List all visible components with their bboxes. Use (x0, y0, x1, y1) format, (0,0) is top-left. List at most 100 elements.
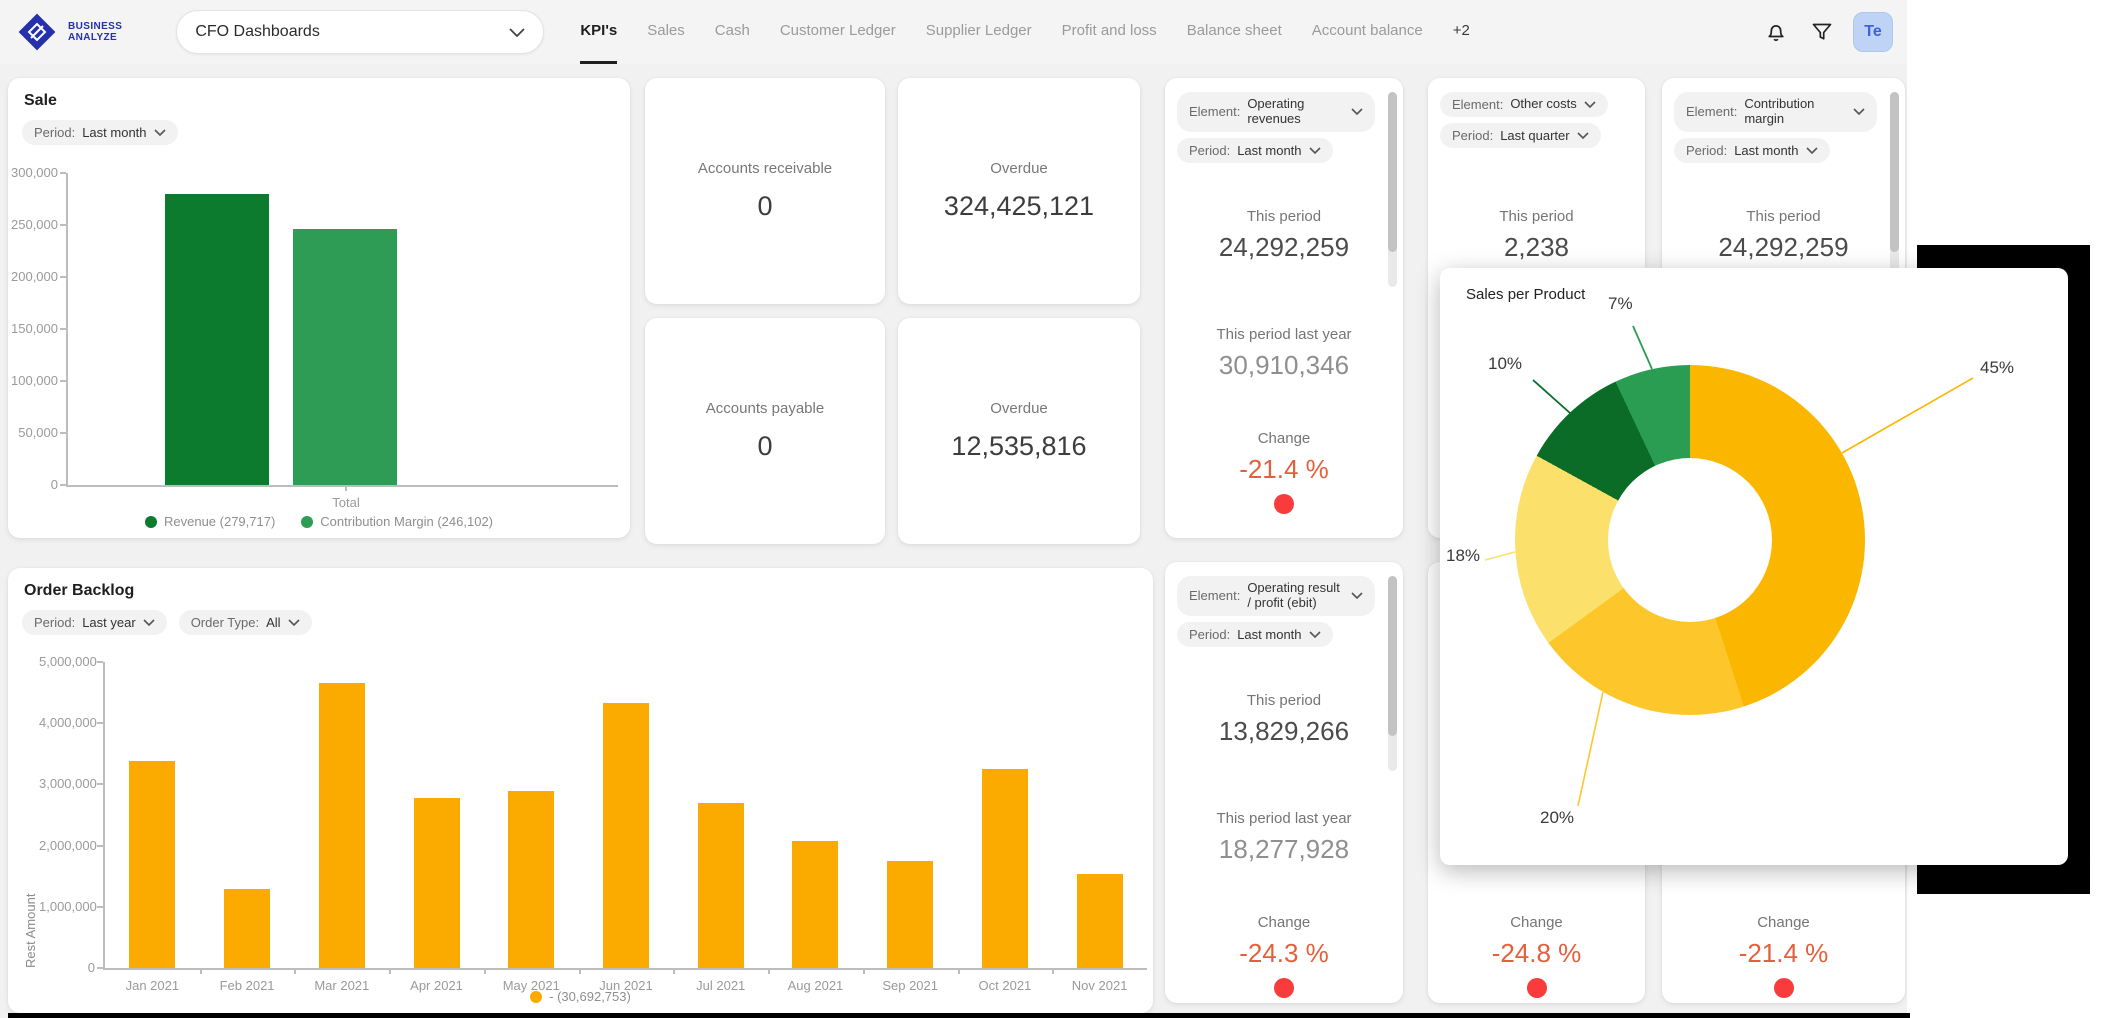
scrollbar-thumb[interactable] (1388, 92, 1397, 252)
y-axis-tick-mark (60, 380, 66, 382)
tab--2[interactable]: +2 (1452, 22, 1470, 39)
tab-supplier-ledger[interactable]: Supplier Ledger (925, 22, 1032, 39)
sales-per-product-donut[interactable] (1515, 365, 1865, 715)
chevron-down-icon (1308, 147, 1321, 154)
y-axis-tick-mark (60, 172, 66, 174)
change-label: Change (1510, 914, 1563, 931)
sale-legend: Revenue (279,717) Contribution Margin (2… (8, 514, 630, 529)
scrollbar-thumb[interactable] (1890, 92, 1899, 252)
x-axis-tick-mark (1052, 968, 1055, 974)
funnel-icon (1812, 23, 1832, 40)
donut-label-45: 45% (1980, 358, 2015, 377)
tab-customer-ledger[interactable]: Customer Ledger (779, 22, 896, 39)
element-dropdown[interactable]: Element: Contribution margin (1674, 92, 1877, 132)
sale-bar-contribution-margin[interactable] (293, 229, 397, 485)
status-dot (1274, 978, 1294, 998)
period-dropdown[interactable]: Period: Last month (1674, 137, 1830, 163)
y-axis-tick: 200,000 (11, 269, 58, 284)
order-backlog-bar-mar-2021[interactable] (318, 682, 365, 968)
order-backlog-bar-oct-2021[interactable] (981, 769, 1028, 968)
x-axis-tick-mark (389, 968, 392, 974)
y-axis-tick-mark (60, 328, 66, 330)
card-scrollbar[interactable] (1388, 92, 1397, 287)
legend-item-contribution-margin[interactable]: Contribution Margin (246,102) (301, 514, 493, 529)
x-axis-tick-mark (483, 968, 486, 974)
status-dot (1274, 494, 1294, 514)
order-backlog-bar-aug-2021[interactable] (792, 840, 839, 968)
order-backlog-bar-chart: Rest Amount 0 1,000,000 2,000,000 3,000,000… (23, 654, 1147, 993)
order-backlog-bar-nov-2021[interactable] (1076, 873, 1123, 968)
donut-hole (1608, 458, 1772, 622)
order-backlog-bar-jun-2021[interactable] (603, 703, 649, 968)
tab-balance-sheet[interactable]: Balance sheet (1186, 22, 1282, 39)
period-dropdown[interactable]: Period: Last month (1177, 137, 1333, 163)
change-value: -24.3 % (1239, 938, 1329, 968)
this-period-label: This period (1499, 208, 1574, 225)
tab-profit-and-loss[interactable]: Profit and loss (1061, 22, 1157, 39)
stat-card-accounts-receivable[interactable]: Accounts receivable 0 (645, 78, 885, 304)
order-backlog-period-dropdown[interactable]: Period: Last year (22, 610, 167, 635)
sales-per-product-popup: Sales per Product 45% 20% 18% 10% 7% (1440, 268, 2068, 865)
element-dropdown[interactable]: Element: Operating revenues (1177, 92, 1375, 132)
order-backlog-bar-jul-2021[interactable] (697, 802, 744, 968)
donut-label-10: 10% (1488, 354, 1523, 373)
y-axis-tick-mark (97, 661, 103, 663)
y-axis-label: Rest Amount (23, 893, 38, 968)
y-axis-tick: 50,000 (18, 425, 58, 440)
order-backlog-bar-may-2021[interactable] (508, 790, 555, 968)
order-backlog-bar-apr-2021[interactable] (413, 798, 460, 968)
notifications-button[interactable] (1761, 17, 1791, 47)
stat-value: 0 (757, 191, 773, 221)
logo-text: BUSINESS ANALYZE (68, 20, 123, 44)
legend-dot (144, 515, 157, 528)
chevron-down-icon (1805, 147, 1818, 154)
y-axis-tick-mark (97, 967, 103, 969)
this-period-value: 13,829,266 (1218, 716, 1350, 746)
x-axis-tick-mark (768, 968, 771, 974)
stat-card-overdue-receivable[interactable]: Overdue 324,425,121 (898, 78, 1140, 304)
period-dropdown[interactable]: Period: Last quarter (1440, 123, 1601, 148)
y-axis-tick-mark (60, 224, 66, 226)
scrollbar-thumb[interactable] (1388, 576, 1397, 736)
element-dropdown[interactable]: Element: Operating result / profit (ebit… (1177, 576, 1375, 616)
order-backlog-bar-jan-2021[interactable] (129, 761, 176, 968)
stat-card-accounts-payable[interactable]: Accounts payable 0 (645, 318, 885, 544)
change-label: Change (1257, 914, 1311, 931)
order-type-dropdown[interactable]: Order Type: All (178, 610, 312, 635)
last-year-label: This period last year (1216, 326, 1352, 343)
order-backlog-bar-sep-2021[interactable] (887, 860, 934, 968)
x-axis-month-label: Jan 2021 (125, 978, 180, 993)
legend-item-revenue[interactable]: Revenue (279,717) (144, 514, 275, 529)
element-dropdown[interactable]: Element: Other costs (1440, 92, 1608, 117)
x-axis-tick-mark (345, 485, 347, 491)
x-axis-tick-mark (578, 968, 581, 974)
filter-button[interactable] (1807, 17, 1837, 47)
tab-account-balance[interactable]: Account balance (1311, 22, 1423, 39)
x-axis-tick-mark (862, 968, 865, 974)
tab-sales[interactable]: Sales (647, 22, 685, 39)
change-value: -21.4 % (1239, 454, 1329, 484)
user-avatar[interactable]: Te (1853, 12, 1893, 52)
card-scrollbar[interactable] (1388, 576, 1397, 771)
y-axis-tick-mark (97, 722, 103, 725)
legend-item-backlog[interactable]: - (30,692,753) (530, 989, 631, 1004)
dashboard-selector[interactable]: CFO Dashboards (176, 10, 545, 54)
y-axis-tick: 1,000,000 (39, 898, 97, 914)
sale-bar-revenue[interactable] (165, 194, 269, 485)
donut-label-20: 20% (1540, 808, 1575, 827)
sale-period-dropdown[interactable]: Period: Last month (22, 120, 178, 145)
stat-card-overdue-payable[interactable]: Overdue 12,535,816 (898, 318, 1140, 544)
order-backlog-bar-feb-2021[interactable] (224, 889, 271, 968)
sale-card-title: Sale (24, 92, 57, 109)
stat-label: Overdue (990, 400, 1048, 417)
tab-kpi-s[interactable]: KPI's (580, 0, 618, 64)
tab-cash[interactable]: Cash (714, 22, 750, 39)
chevron-down-icon (1308, 631, 1321, 638)
card-scrollbar[interactable] (1890, 92, 1899, 287)
app-logo[interactable]: BUSINESS ANALYZE (14, 9, 122, 55)
order-backlog-card: Order Backlog Period: Last year Order Ty… (8, 568, 1153, 1013)
last-year-value: 30,910,346 (1218, 350, 1350, 380)
change-label: Change (1257, 430, 1311, 447)
period-dropdown[interactable]: Period: Last month (1177, 621, 1333, 647)
stat-label: Accounts payable (705, 400, 825, 417)
